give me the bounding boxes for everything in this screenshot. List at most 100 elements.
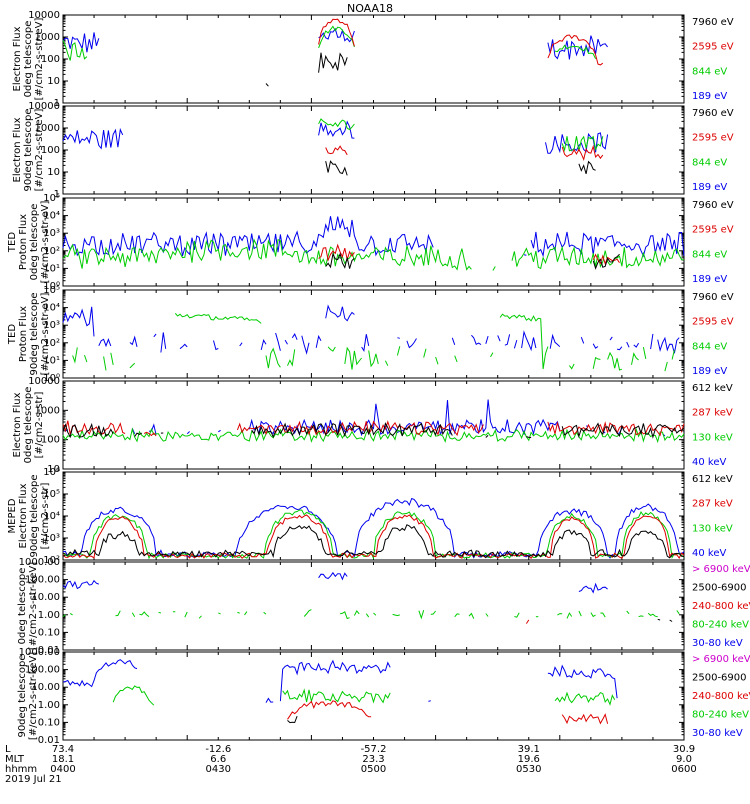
legend-entry: > 6900 keV xyxy=(692,654,750,665)
green-series-trace xyxy=(62,509,685,560)
legend-entry: 7960 eV xyxy=(692,108,734,119)
y-axis-label-line: [#/cm2-s-str-eV] xyxy=(40,201,51,284)
y-axis-label-line: [#/cm2-s-str] xyxy=(34,391,45,458)
y-axis-label-line: MEPED xyxy=(7,498,18,533)
y-axis-label: 90deg telescope[#/cm2-s-str-keV] xyxy=(17,652,39,740)
y-axis-label: Electron Flux90deg telescope[#/cm2-s-str… xyxy=(12,108,45,191)
legend-entry: 189 eV xyxy=(692,182,727,193)
black-series-trace xyxy=(658,619,677,622)
y-tick-label: 100.00 xyxy=(25,575,60,586)
y-axis-label-line: 0deg telescope xyxy=(23,21,34,98)
y-tick-label: 10⁵ xyxy=(43,193,60,204)
footer-row-label: hhmm xyxy=(5,764,37,775)
y-axis-label-line: TED xyxy=(7,324,18,345)
y-axis-label-line: [#/cm2-s-str-eV] xyxy=(40,293,51,376)
red-series-trace xyxy=(325,144,604,161)
red-series-trace xyxy=(287,700,609,725)
y-tick-label: 10000 xyxy=(28,10,60,21)
legend-entry: 844 eV xyxy=(692,66,727,77)
blue-series-trace xyxy=(62,497,685,559)
y-tick-label: 1000 xyxy=(35,405,60,416)
y-axis-label-line: [#/cm2-s-str] xyxy=(40,482,51,549)
blue-series-trace xyxy=(62,571,608,594)
y-axis-label: TEDProton Flux0deg telescope[#/cm2-s-str… xyxy=(7,201,51,284)
panel-frame xyxy=(62,651,685,741)
y-axis-label: 0deg telescope[#/cm2-s-str-keV] xyxy=(17,562,39,650)
legend-entry: 7960 eV xyxy=(692,292,734,303)
footer-mlt-value: 9.0 xyxy=(676,754,692,765)
y-axis-label-line: [#/cm2-s-str-keV] xyxy=(28,562,39,650)
footer-mlt-value: 23.3 xyxy=(362,754,384,765)
y-tick-label: 1 xyxy=(54,98,60,109)
green-series-trace xyxy=(62,427,685,444)
footer-mlt-value: 18.1 xyxy=(52,754,74,765)
y-axis-label-line: [#/cm2-s-str-eV] xyxy=(34,18,45,101)
y-tick-label: 0.01 xyxy=(38,645,60,656)
footer-l-value: 73.4 xyxy=(52,744,74,755)
y-tick-label: 1000.00 xyxy=(19,557,60,568)
y-axis-label-line: [#/cm2-s-str-keV] xyxy=(28,652,39,740)
y-axis-label-line: Proton Flux xyxy=(18,306,29,362)
legend-entry: 2595 eV xyxy=(692,317,734,328)
black-series-trace xyxy=(326,161,639,175)
footer-l-value: 39.1 xyxy=(518,744,540,755)
y-tick-label: 10 xyxy=(47,76,60,87)
legend-entry: 80-240 keV xyxy=(692,710,749,721)
y-tick-label: 10³ xyxy=(43,228,60,239)
y-axis-label-line: 0deg telescope xyxy=(29,204,40,281)
legend-entry: 7960 eV xyxy=(692,17,734,28)
black-series-trace xyxy=(62,422,685,439)
y-axis-label-line: 90deg telescope xyxy=(29,474,40,557)
y-tick-label: 10⁰ xyxy=(43,281,60,292)
legend-entry: 612 keV xyxy=(692,383,733,394)
y-tick-label: 1 xyxy=(54,189,60,200)
footer-hhmm-value: 0430 xyxy=(206,764,231,775)
y-tick-label: 10 xyxy=(47,167,60,178)
legend-entry: 612 keV xyxy=(692,474,733,485)
y-tick-label: 10⁶ xyxy=(43,467,60,478)
legend-entry: 189 eV xyxy=(692,274,727,285)
y-tick-label: 10³ xyxy=(43,533,60,544)
footer-l-value: -12.6 xyxy=(205,744,231,755)
black-series-trace xyxy=(62,524,685,559)
legend-entry: 287 keV xyxy=(692,499,733,510)
legend-entry: 30-80 keV xyxy=(692,728,743,739)
y-tick-label: 10² xyxy=(43,338,60,349)
y-tick-label: 10.00 xyxy=(31,592,60,603)
footer-hhmm-value: 0400 xyxy=(50,764,75,775)
y-tick-label: 1000 xyxy=(35,123,60,134)
legend-entry: 130 keV xyxy=(692,523,733,534)
panel-frame xyxy=(62,14,685,104)
y-tick-label: 10³ xyxy=(43,320,60,331)
blue-series-trace xyxy=(63,660,660,703)
y-axis-label: Electron Flux0deg telescope[#/cm2-s-str] xyxy=(12,387,45,464)
chart-title: NOAA18 xyxy=(347,2,393,15)
legend-entry: 844 eV xyxy=(692,341,727,352)
legend-entry: 844 eV xyxy=(692,157,727,168)
legend-entry: 130 keV xyxy=(692,432,733,443)
legend-entry: 2595 eV xyxy=(692,225,734,236)
footer-row-label: MLT xyxy=(5,754,25,765)
footer-hhmm-value: 0530 xyxy=(516,764,541,775)
footer-hhmm-value: 0500 xyxy=(361,764,386,775)
y-tick-label: 10⁴ xyxy=(43,303,60,314)
y-tick-label: 100 xyxy=(41,54,60,65)
y-tick-label: 10⁴ xyxy=(43,211,60,222)
legend-entry: 240-800 keV xyxy=(692,601,750,612)
blue-series-trace xyxy=(63,306,684,353)
legend-entry: 40 keV xyxy=(692,457,726,468)
legend-entry: 189 eV xyxy=(692,366,727,377)
y-axis-label: MEPEDElectron Flux90deg telescope[#/cm2-… xyxy=(7,474,51,557)
y-tick-label: 10⁵ xyxy=(43,285,60,296)
y-axis-label-line: 90deg telescope xyxy=(17,654,28,737)
black-series-trace xyxy=(266,53,672,86)
panel-frame xyxy=(62,105,685,195)
footer-hhmm-value: 0600 xyxy=(671,764,696,775)
y-tick-label: 100 xyxy=(41,145,60,156)
y-axis-label-line: 0deg telescope xyxy=(23,387,34,464)
legend-entry: 80-240 keV xyxy=(692,620,749,631)
y-tick-label: 1000.00 xyxy=(19,647,60,658)
footer-row-label: 2019 Jul 21 xyxy=(5,774,62,785)
